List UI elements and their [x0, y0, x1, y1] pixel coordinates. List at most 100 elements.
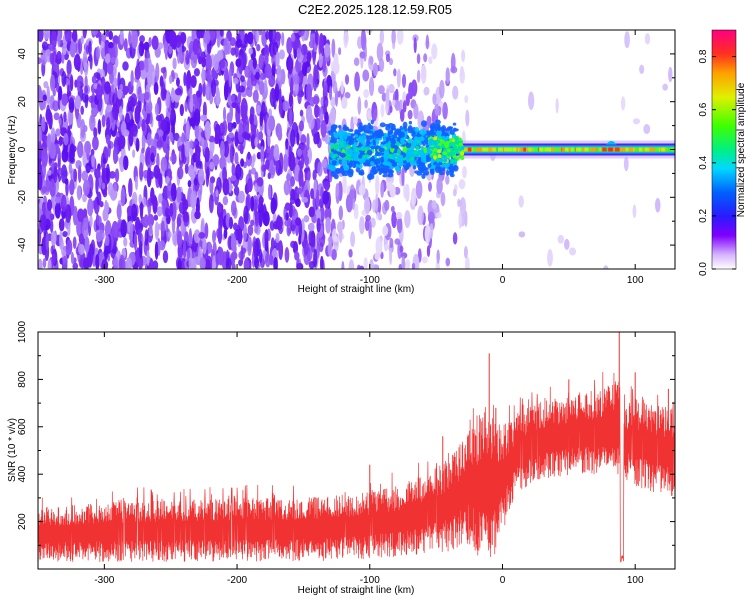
heatmap-signal-cell [437, 154, 442, 159]
heatmap-noise-cell [261, 164, 267, 173]
heatmap-noise-cell [193, 229, 201, 244]
heatmap-noise-cell [308, 261, 315, 269]
heatmap-noise-cell [237, 227, 243, 245]
heatmap-noise-cell [230, 200, 237, 217]
heatmap-noise-cell [264, 229, 269, 245]
heatmap-noise-cell [371, 101, 378, 122]
heatmap-noise-cell [341, 96, 348, 109]
heatmap-noise-cell [223, 106, 227, 122]
heatmap-noise-cell [374, 252, 380, 260]
heatmap-signal-cell [454, 149, 459, 154]
heatmap-noise-cell [396, 216, 403, 234]
heatmap-noise-cell [254, 256, 260, 269]
heatmap-noise-cell [57, 167, 63, 176]
heatmap-signal-cell [433, 161, 437, 166]
heatmap-noise-cell [95, 254, 100, 269]
heatmap-noise-cell [55, 128, 61, 137]
heatmap-signal-cell [376, 167, 382, 171]
heatmap-noise-cell [160, 119, 168, 132]
heatmap-noise-cell [110, 57, 116, 64]
heatmap-signal-cell [354, 148, 359, 152]
heatmap-signal-cell [367, 122, 372, 129]
heatmap-noise-cell [364, 218, 370, 232]
heatmap-noise-cell [232, 121, 237, 128]
heatmap-noise-cell [396, 30, 404, 45]
bottom-ytick-label: 600 [17, 418, 28, 435]
heatmap-noise-cell [176, 77, 180, 87]
bottom-y-axis: 200 400 600 800 1000 [17, 320, 675, 546]
heatmap-noise-cell [344, 92, 351, 99]
heatmap-noise-cell [38, 140, 43, 160]
heatmap-noise-cell [185, 120, 190, 141]
heatmap-signal-cell [375, 138, 380, 145]
heatmap-signal-cell [330, 165, 335, 172]
heatmap-noise-cell [458, 211, 462, 229]
heatmap-noise-cell [166, 168, 172, 179]
heatmap-noise-cell [445, 175, 450, 185]
heatmap-noise-cell [101, 258, 108, 269]
heatmap-noise-cell [198, 56, 202, 65]
heatmap-noise-cell [275, 123, 282, 138]
heatmap-noise-cell [112, 102, 119, 120]
heatmap-noise-cell [63, 111, 67, 123]
heatmap-noise-cell [84, 75, 88, 89]
heatmap-noise-cell [62, 230, 68, 238]
heatmap-noise-cell [464, 95, 469, 104]
heatmap-noise-cell [168, 231, 172, 239]
heatmap-noise-cell [66, 239, 73, 256]
heatmap-noise-cell [141, 147, 145, 154]
heatmap-noise-cell [557, 234, 565, 244]
heatmap-noise-cell [405, 259, 411, 269]
heatmap-signal-cell [348, 137, 353, 143]
heatmap-signal-cell [357, 147, 363, 151]
heatmap-noise-cell [77, 208, 85, 223]
heatmap-signal-cell [383, 154, 389, 159]
heatmap-noise-cell [268, 74, 276, 87]
heatmap-noise-cell [289, 107, 293, 128]
heatmap-noise-cell [41, 201, 46, 216]
heatmap-noise-cell [237, 128, 245, 143]
heatmap-noise-cell [91, 107, 98, 116]
heatmap-noise-cell [278, 240, 283, 260]
heatmap-signal-cell [414, 126, 420, 133]
heatmap-noise-cell [290, 33, 296, 43]
heatmap-noise-cell [223, 37, 230, 56]
heatmap-noise-cell [280, 68, 286, 85]
heatmap-noise-cell [305, 104, 313, 124]
heatmap-noise-cell [440, 192, 446, 207]
heatmap-noise-cell [112, 189, 118, 200]
heatmap-noise-cell [135, 247, 141, 267]
heatmap-noise-cell [445, 257, 451, 267]
heatmap-noise-cell [95, 231, 103, 243]
heatmap-noise-cell [81, 170, 89, 182]
heatmap-noise-cell [357, 96, 362, 115]
heatmap-noise-cell [282, 100, 290, 112]
heatmap-noise-cell [49, 52, 55, 65]
heatmap-noise-cell [292, 241, 299, 254]
heatmap-noise-cell [158, 129, 164, 137]
heatmap-noise-cell [278, 152, 284, 172]
heatmap-noise-cell [425, 34, 430, 50]
heatmap-signal-cell [345, 153, 351, 161]
heatmap-signal-cell [423, 146, 428, 154]
heatmap-noise-cell [256, 43, 261, 52]
heatmap-noise-cell [120, 219, 128, 238]
heatmap-signal-cell [359, 159, 364, 165]
heatmap-noise-cell [54, 196, 61, 204]
bottom-xtick-label: 0 [500, 575, 506, 586]
heatmap-noise-cell [175, 88, 182, 96]
heatmap-signal-cell [426, 131, 432, 137]
heatmap-noise-cell [415, 180, 423, 199]
heatmap-signal-cell [343, 126, 350, 132]
heatmap-noise-cell [275, 51, 280, 68]
heatmap-noise-cell [234, 152, 239, 165]
heatmap-noise-cell [262, 210, 270, 227]
heatmap-noise-cell [258, 79, 265, 95]
heatmap-noise-cell [395, 211, 403, 220]
heatmap-noise-cell [78, 233, 84, 245]
heatmap-noise-cell [244, 33, 248, 45]
heatmap-noise-cell [199, 181, 203, 196]
heatmap-noise-cell [202, 80, 206, 97]
heatmap-noise-cell [153, 82, 159, 95]
heatmap-noise-cell [243, 205, 249, 224]
